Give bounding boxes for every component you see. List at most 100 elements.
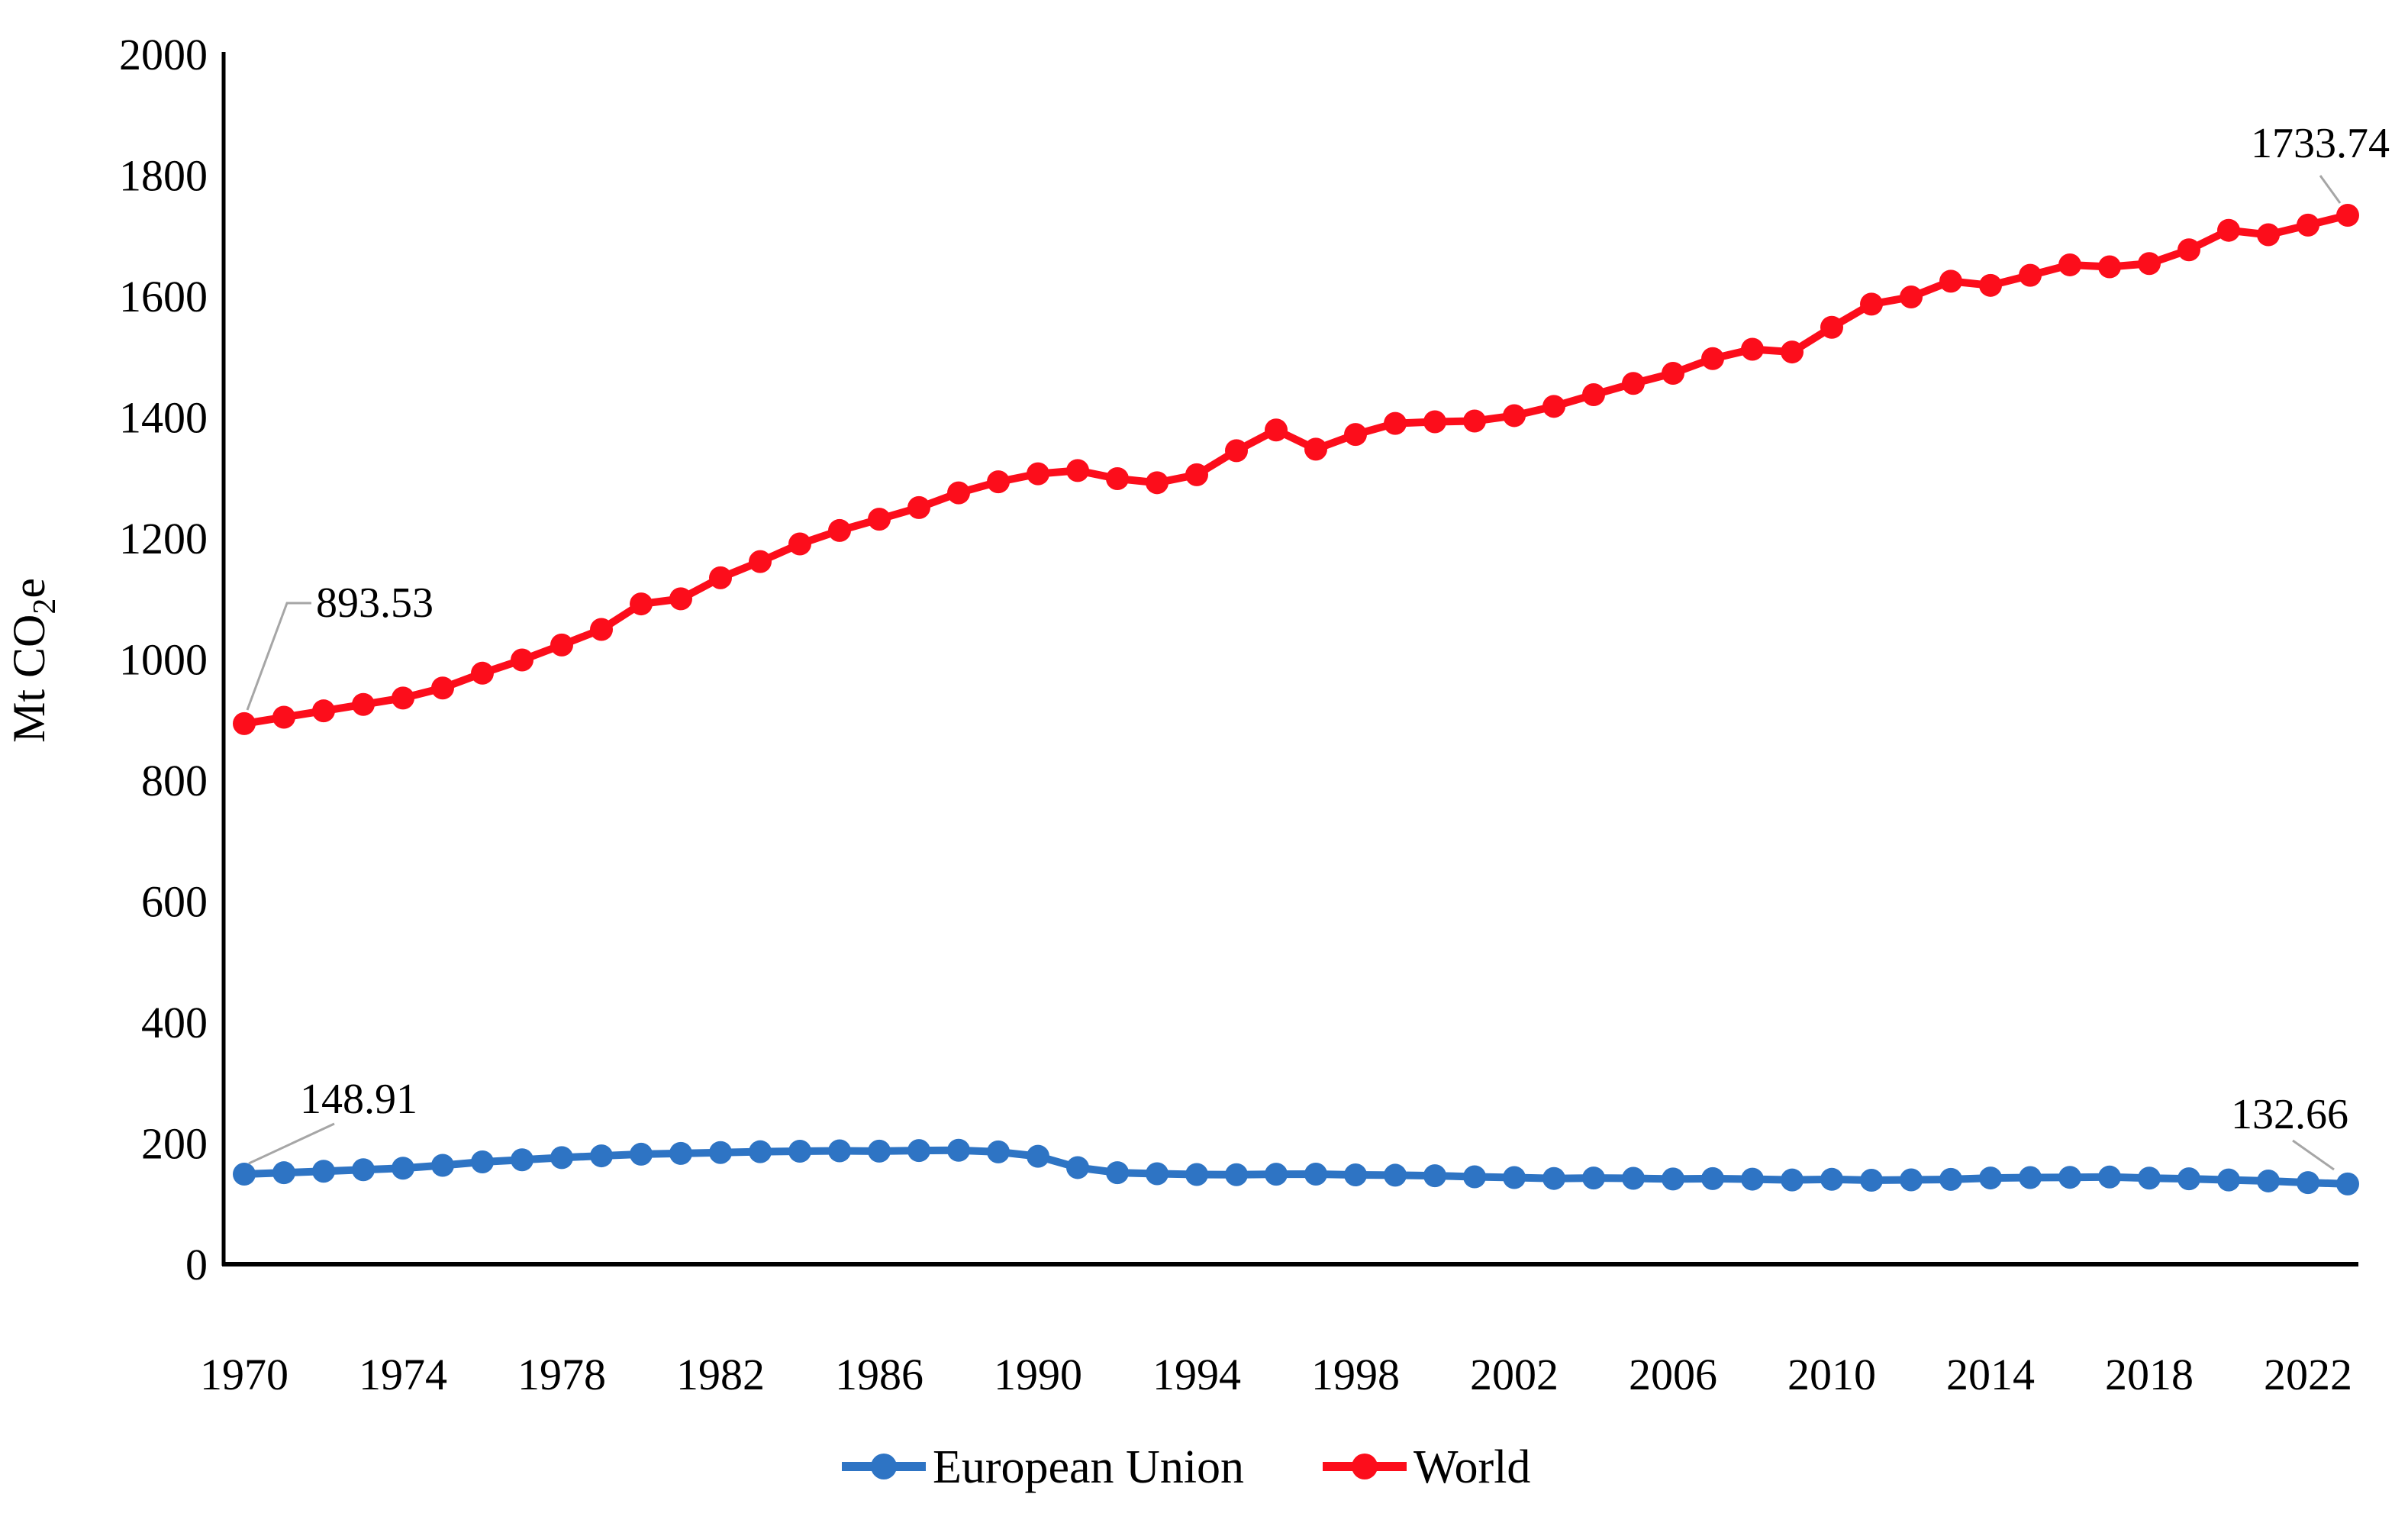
y-axis-title-suffix: e: [4, 578, 54, 599]
data-point-world-1977: [511, 648, 533, 672]
data-point-european-union-2011: [1860, 1169, 1883, 1192]
legend-marker-dot-world: [1352, 1454, 1378, 1479]
y-tick-label: 600: [141, 877, 208, 927]
y-tick-label: 200: [141, 1119, 208, 1169]
data-point-world-1995: [1225, 439, 1248, 463]
data-point-european-union-2018: [2138, 1166, 2161, 1190]
data-point-european-union-1986: [868, 1139, 891, 1163]
data-point-world-2021: [2257, 223, 2280, 247]
data-point-world-1989: [987, 470, 1010, 494]
data-point-world-1994: [1185, 463, 1208, 486]
y-tick-label: 1600: [119, 272, 208, 321]
data-point-european-union-1987: [907, 1139, 930, 1163]
data-point-european-union-2002: [1503, 1166, 1526, 1189]
data-point-world-1990: [1027, 462, 1049, 486]
data-point-european-union-1996: [1265, 1163, 1288, 1186]
data-point-world-1999: [1384, 411, 1407, 435]
data-point-european-union-2012: [1900, 1168, 1923, 1192]
y-axis-title-subscript: 2: [27, 599, 63, 615]
data-point-world-2014: [1979, 273, 2002, 297]
data-point-world-1985: [828, 518, 851, 542]
y-tick-label: 0: [185, 1240, 208, 1289]
data-point-european-union-2019: [2178, 1167, 2200, 1191]
data-point-european-union-1976: [471, 1150, 494, 1173]
legend-marker-dot-european-union: [871, 1454, 897, 1479]
x-tick-label: 1998: [1311, 1350, 1400, 1399]
data-point-world-2016: [2058, 253, 2081, 276]
data-point-european-union-1997: [1304, 1162, 1327, 1186]
x-tick-label: 1978: [517, 1350, 606, 1399]
data-point-world-1996: [1265, 418, 1288, 442]
data-point-european-union-1991: [1066, 1156, 1089, 1179]
data-point-european-union-2006: [1662, 1167, 1684, 1191]
data-point-world-2003: [1542, 395, 1565, 418]
data-point-world-1973: [352, 692, 375, 716]
data-point-world-2008: [1741, 337, 1764, 361]
data-point-european-union-1995: [1225, 1163, 1248, 1186]
data-point-european-union-2003: [1542, 1166, 1565, 1190]
annotation-label-2: 148.91: [300, 1076, 417, 1123]
data-point-world-1982: [709, 566, 732, 589]
legend-label-world: World: [1414, 1441, 1530, 1493]
data-point-european-union-2015: [2019, 1166, 2042, 1189]
data-point-world-2004: [1582, 383, 1605, 407]
data-point-european-union-1985: [828, 1139, 851, 1163]
legend-label-european-union: European Union: [933, 1441, 1244, 1493]
x-tick-label: 1986: [835, 1350, 924, 1399]
x-tick-label: 2014: [1946, 1350, 2035, 1399]
data-point-european-union-1980: [630, 1142, 653, 1166]
data-point-european-union-1998: [1344, 1163, 1367, 1187]
data-point-european-union-1988: [947, 1138, 970, 1162]
y-tick-label: 1000: [119, 635, 208, 685]
x-tick-label: 2022: [2264, 1350, 2352, 1399]
data-point-world-2023: [2336, 204, 2359, 227]
annotation-leader-0: [246, 602, 311, 711]
data-point-world-2022: [2297, 213, 2319, 237]
data-point-world-1988: [947, 481, 970, 505]
data-point-european-union-2007: [1701, 1166, 1724, 1190]
data-point-world-2011: [1860, 292, 1883, 316]
data-point-european-union-1972: [312, 1160, 335, 1183]
data-point-european-union-1978: [550, 1146, 573, 1170]
data-point-world-1998: [1344, 423, 1367, 447]
data-point-european-union-1977: [511, 1148, 533, 1172]
data-point-world-1986: [868, 508, 891, 531]
data-point-world-2020: [2217, 218, 2240, 242]
data-point-world-1984: [788, 532, 811, 556]
data-point-european-union-2010: [1820, 1167, 1843, 1191]
data-point-world-2007: [1701, 347, 1724, 370]
x-tick-label: 1970: [200, 1350, 289, 1399]
data-point-world-1972: [312, 699, 335, 723]
x-tick-label: 2002: [1470, 1350, 1559, 1399]
data-point-european-union-1984: [788, 1140, 811, 1163]
data-point-european-union-1992: [1106, 1161, 1129, 1185]
x-tick-label: 1982: [676, 1350, 765, 1399]
data-point-world-2019: [2178, 238, 2200, 262]
y-tick-label: 400: [141, 998, 208, 1047]
data-point-world-2001: [1463, 409, 1486, 433]
y-tick-label: 800: [141, 756, 208, 805]
x-tick-label: 1974: [359, 1350, 447, 1399]
data-point-european-union-1983: [749, 1140, 772, 1163]
data-point-european-union-1973: [352, 1158, 375, 1182]
data-point-world-1980: [630, 592, 653, 616]
x-tick-label: 1994: [1152, 1350, 1241, 1399]
data-point-world-2015: [2019, 263, 2042, 287]
data-point-european-union-2020: [2217, 1168, 2240, 1192]
data-point-european-union-1999: [1384, 1163, 1407, 1187]
data-point-european-union-2017: [2098, 1165, 2121, 1189]
data-point-european-union-2000: [1423, 1164, 1446, 1188]
data-point-european-union-1994: [1185, 1163, 1208, 1186]
data-point-european-union-2023: [2336, 1172, 2359, 1195]
data-point-world-2010: [1820, 315, 1843, 339]
x-tick-label: 2006: [1629, 1350, 1717, 1399]
data-point-world-2009: [1781, 340, 1804, 364]
annotation-label-0: 893.53: [316, 579, 434, 627]
data-point-european-union-1993: [1146, 1162, 1169, 1186]
y-tick-label: 1200: [119, 514, 208, 563]
data-point-european-union-2014: [1979, 1166, 2002, 1190]
data-point-world-2000: [1423, 410, 1446, 434]
data-point-world-1992: [1106, 467, 1129, 491]
data-point-world-1993: [1146, 471, 1169, 495]
data-point-european-union-1971: [272, 1161, 295, 1185]
